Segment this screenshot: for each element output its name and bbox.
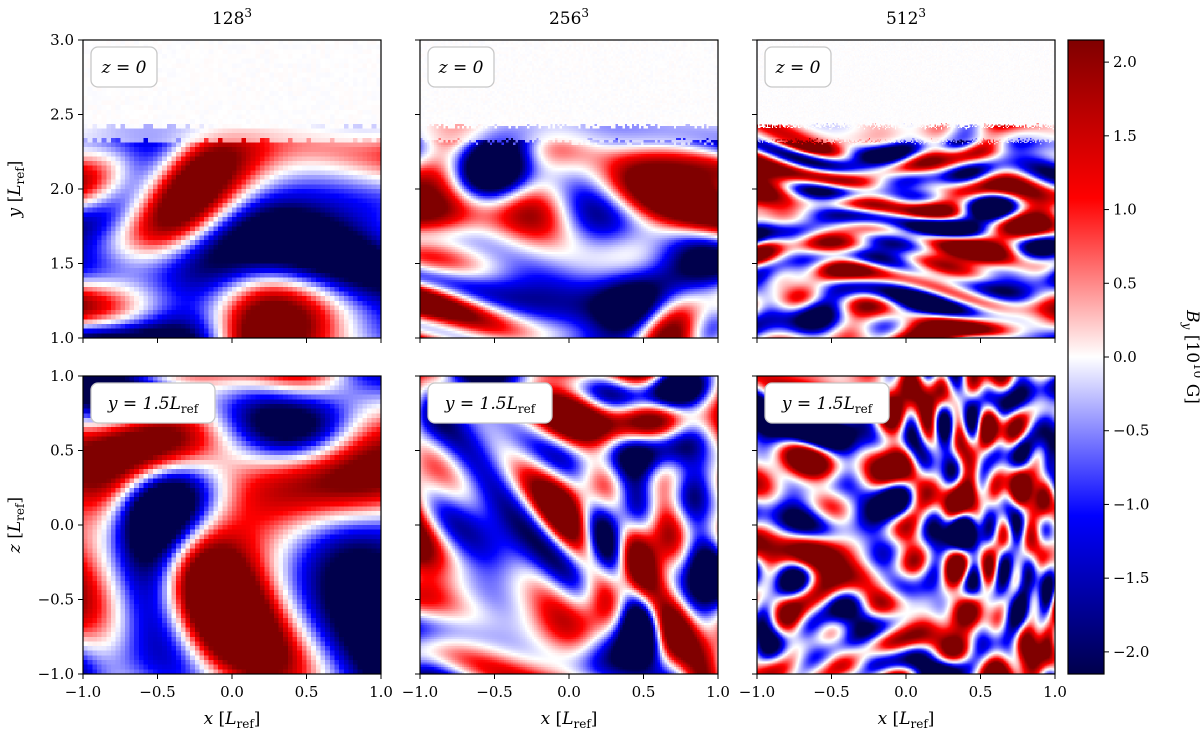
- slice-label: y = 1.5Lref: [444, 394, 537, 416]
- slice-label-box: [427, 46, 495, 88]
- colorbar-tick-label: −1.5: [1113, 569, 1149, 587]
- x-tick-label: 0.0: [557, 683, 581, 701]
- axes-layer: 1.0 1.5 2.0 2.5 3.0 z = 0 1283 z = 0 2563 z = 0 51…: [5, 6, 1067, 731]
- slice-label: y = 1.5Lref: [781, 394, 874, 416]
- y-tick-label: 2.5: [50, 106, 74, 124]
- x-tick-label: 0.0: [894, 683, 918, 701]
- x-tick-label: −0.5: [139, 683, 175, 701]
- slice-label: z = 0: [101, 58, 147, 78]
- colorbar-gradient: [1067, 39, 1105, 675]
- slice-label: y = 1.5Lref: [107, 394, 200, 416]
- slice-label: z = 0: [775, 58, 821, 78]
- x-tick-label: −1.0: [402, 683, 438, 701]
- slice-label-box: [90, 382, 216, 424]
- heatmap-panel: [420, 40, 718, 338]
- slice-label-box: [427, 382, 553, 424]
- heatmap-panel: [420, 376, 718, 674]
- x-tick-label: 0.5: [295, 683, 319, 701]
- y-tick-label: 2.0: [50, 180, 74, 198]
- panels-layer: [83, 40, 1055, 674]
- slice-label-box: [90, 46, 158, 88]
- slice-label-box: [764, 382, 890, 424]
- x-tick-label: 1.0: [369, 683, 393, 701]
- colorbar-tick-label: 1.0: [1113, 201, 1137, 219]
- column-title: 2563: [549, 6, 589, 29]
- slice-label: z = 0: [438, 58, 484, 78]
- y-tick-label: 3.0: [50, 31, 74, 49]
- y-tick-label: 1.0: [50, 329, 74, 347]
- colorbar-label: By [1010 G]: [1180, 309, 1200, 404]
- y-tick-label: 1.5: [50, 255, 74, 273]
- x-tick-label: 0.5: [969, 683, 993, 701]
- x-axis-label: x [Lref]: [878, 709, 935, 731]
- colorbar-tick-label: −2.0: [1113, 643, 1149, 661]
- heatmap-panel: [757, 40, 1055, 338]
- column-title: 1283: [212, 6, 252, 29]
- y-axis-label: y [Lref]: [5, 161, 27, 219]
- x-tick-label: 0.5: [632, 683, 656, 701]
- colorbar-tick-label: 2.0: [1113, 53, 1137, 71]
- x-tick-label: 1.0: [706, 683, 730, 701]
- colorbar-tick-label: 0.0: [1113, 348, 1137, 366]
- heatmap-panel: [757, 376, 1055, 674]
- x-tick-label: −0.5: [476, 683, 512, 701]
- y-tick-label: −1.0: [38, 665, 74, 683]
- x-tick-label: −0.5: [813, 683, 849, 701]
- y-axis-label: z [Lref]: [5, 497, 27, 554]
- heatmap-panel: [83, 376, 381, 674]
- y-tick-label: 1.0: [50, 367, 74, 385]
- y-tick-label: 0.5: [50, 442, 74, 460]
- x-tick-label: −1.0: [65, 683, 101, 701]
- x-tick-label: 1.0: [1043, 683, 1067, 701]
- slice-label-box: [764, 46, 832, 88]
- colorbar: −2.0 −1.5 −1.0 −0.5 0.0 0.5 1.0 1.5 2.0 By [1010 …: [1067, 39, 1200, 675]
- heatmap-panel: [83, 40, 381, 338]
- column-title: 5123: [886, 6, 926, 29]
- x-tick-label: −1.0: [739, 683, 775, 701]
- colorbar-tick-label: 1.5: [1113, 127, 1137, 145]
- colorbar-tick-label: −1.0: [1113, 495, 1149, 513]
- y-tick-label: 0.0: [50, 516, 74, 534]
- y-tick-label: −0.5: [38, 591, 74, 609]
- colorbar-tick-label: −0.5: [1113, 422, 1149, 440]
- x-axis-label: x [Lref]: [541, 709, 598, 731]
- x-axis-label: x [Lref]: [204, 709, 261, 731]
- colorbar-tick-label: 0.5: [1113, 274, 1137, 292]
- x-tick-label: 0.0: [220, 683, 244, 701]
